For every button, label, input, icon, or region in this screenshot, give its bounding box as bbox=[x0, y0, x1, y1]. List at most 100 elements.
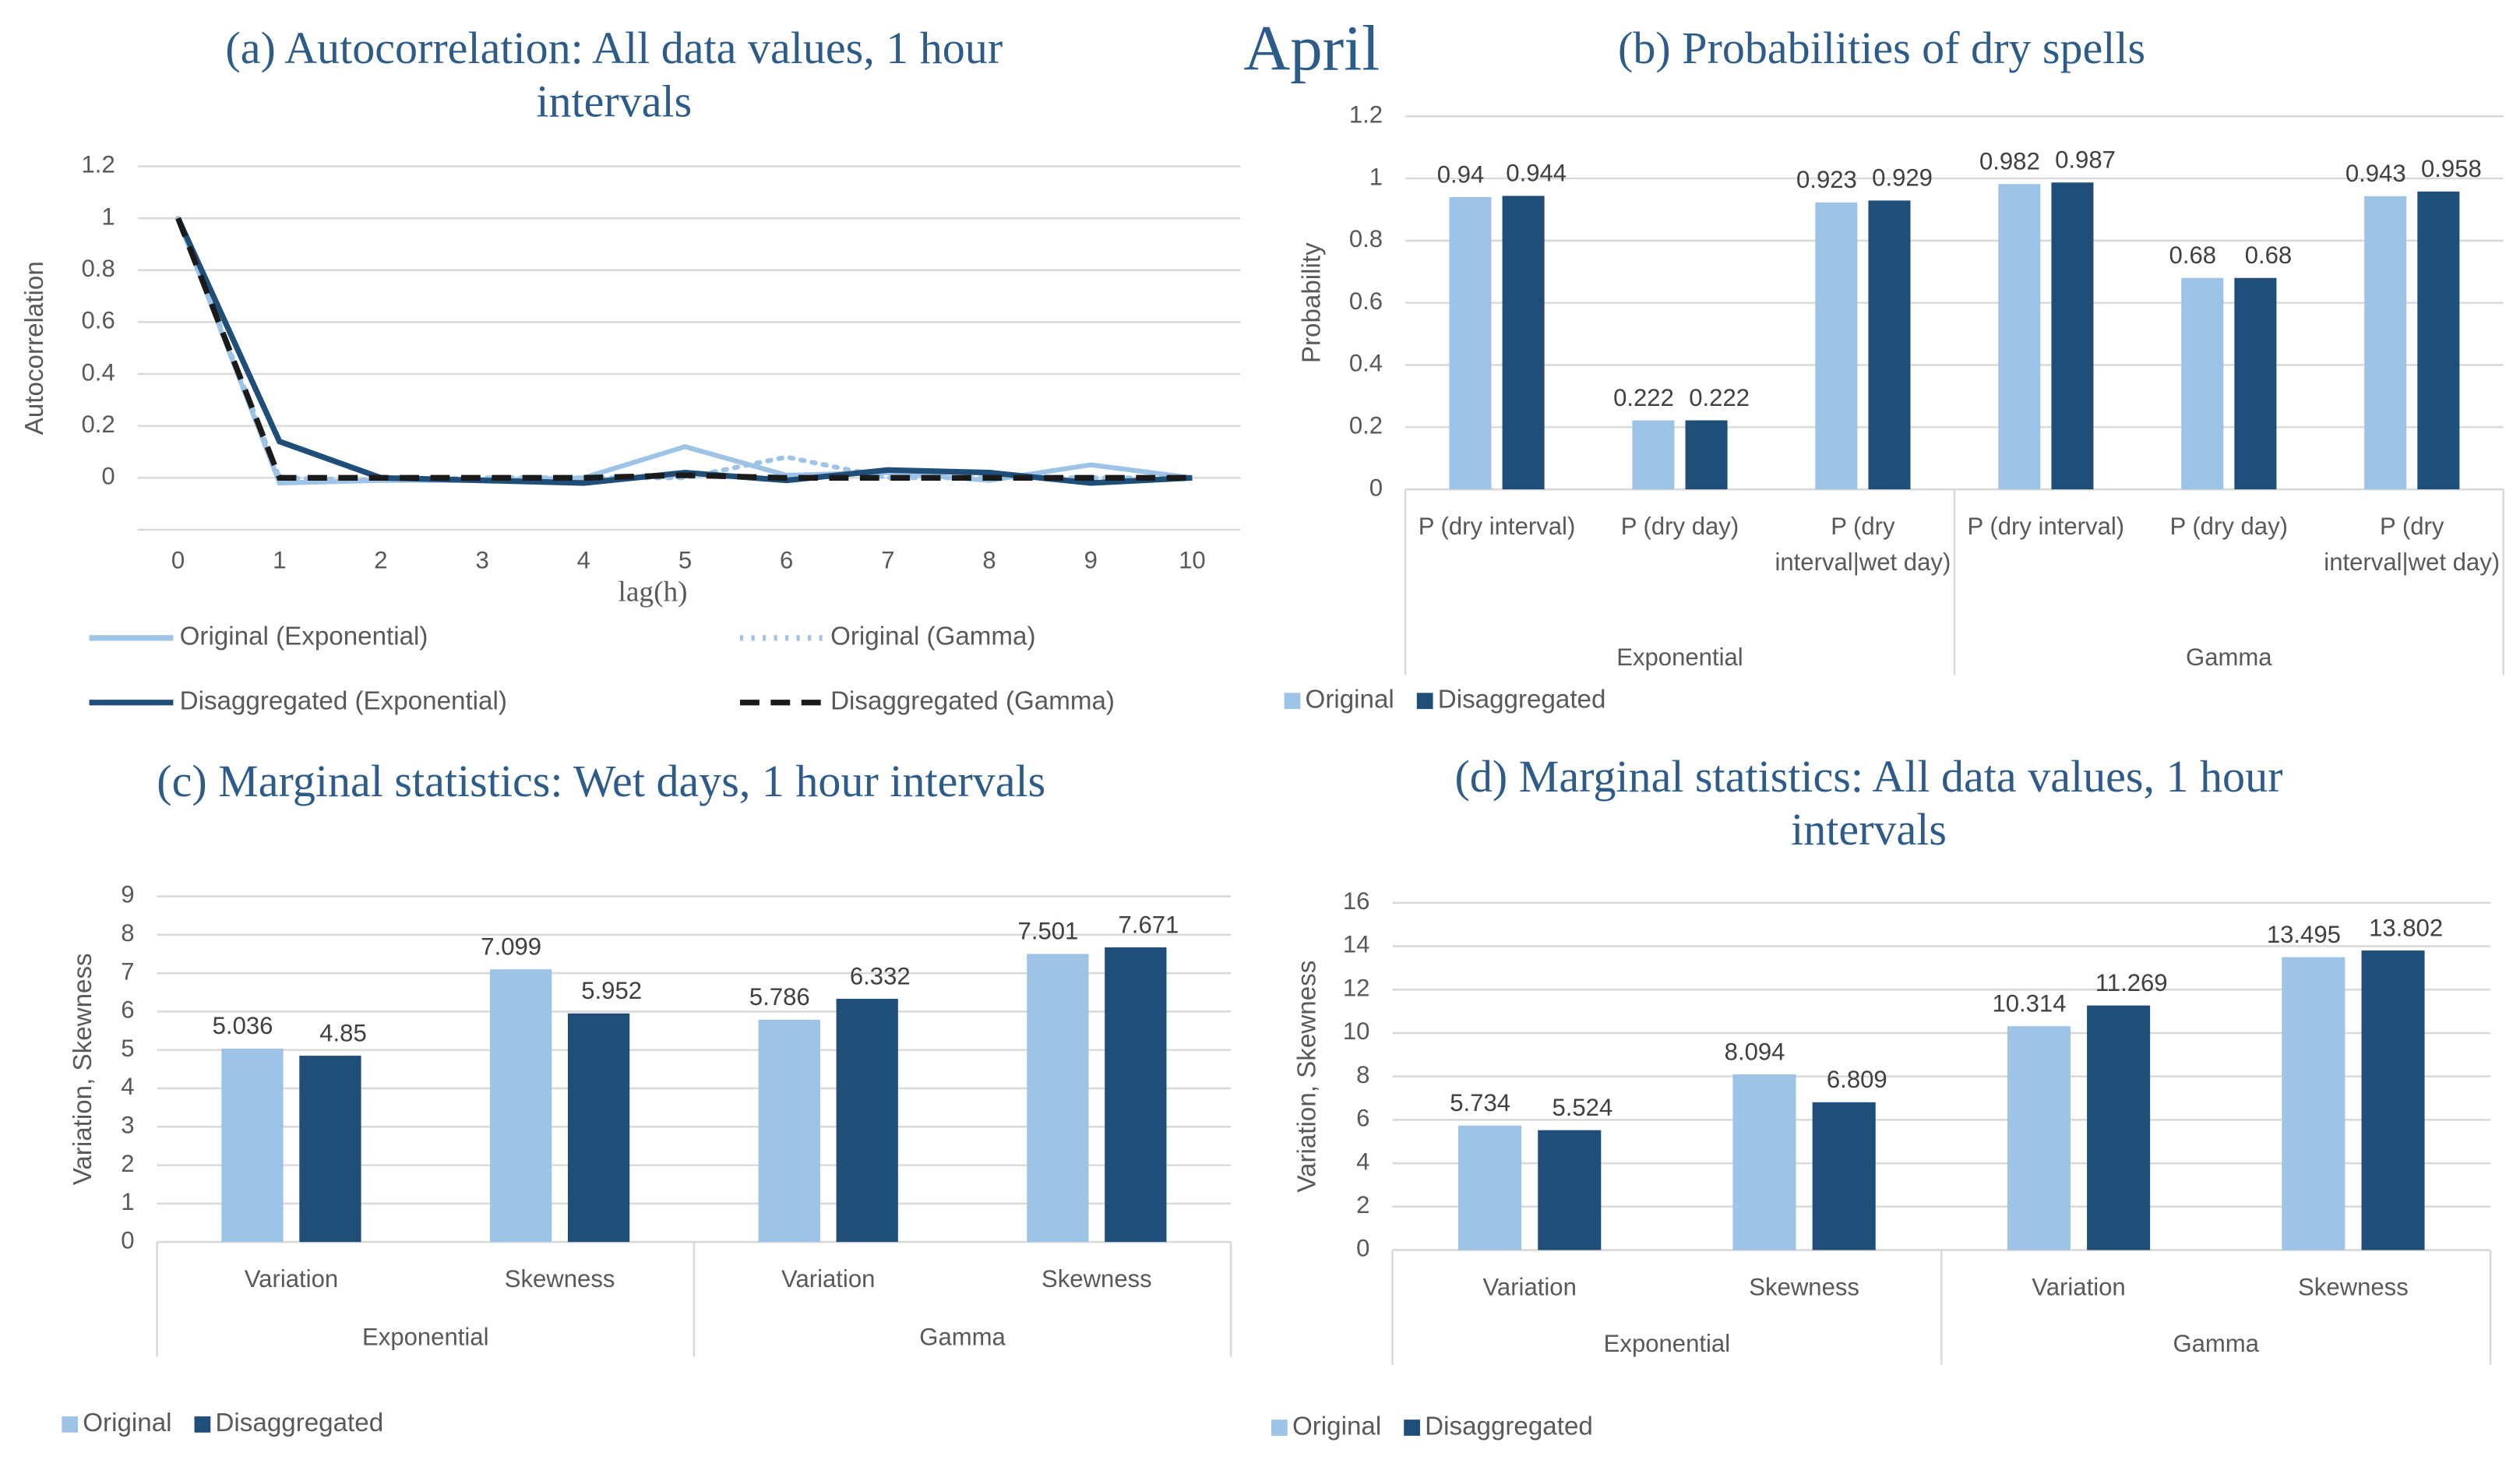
x-tick-label-box: Variation bbox=[781, 1266, 875, 1293]
x-tick-label-box: Skewness bbox=[1041, 1266, 1152, 1294]
x-tick-label-box: Skewness bbox=[504, 1266, 615, 1294]
x-tick-label: Skewness bbox=[1041, 1266, 1152, 1294]
legend-swatch bbox=[194, 1416, 211, 1433]
x-tick-label-box: Skewness bbox=[1749, 1274, 1859, 1302]
data-label: 6.809 bbox=[1827, 1066, 1887, 1093]
bar bbox=[1027, 954, 1089, 1243]
bar bbox=[1868, 200, 1911, 490]
line-series bbox=[175, 217, 1193, 481]
y-tick-label: 10 bbox=[1343, 1017, 1370, 1045]
legend-label: Disaggregated (Exponential) bbox=[180, 687, 507, 716]
legend-label: Original bbox=[1292, 1412, 1381, 1441]
x-tick-label: P (dry interval|wet day) bbox=[1775, 513, 1951, 577]
y-tick-label: 0.6 bbox=[82, 307, 115, 334]
y-tick-label: 1 bbox=[101, 203, 115, 230]
bar bbox=[2007, 1026, 2071, 1250]
bar bbox=[489, 969, 552, 1243]
group-label: Exponential bbox=[362, 1324, 488, 1351]
group-label: Exponential bbox=[1604, 1330, 1730, 1357]
data-label: 0.923 bbox=[1796, 166, 1857, 193]
data-label: 6.332 bbox=[850, 962, 911, 989]
bar bbox=[758, 1019, 820, 1243]
group-label: Gamma bbox=[919, 1324, 1006, 1351]
x-tick-label-box: Variation bbox=[244, 1266, 339, 1294]
x-tick-label: 7 bbox=[881, 547, 894, 574]
y-tick-label: 6 bbox=[121, 996, 134, 1024]
y-tick-label: 0 bbox=[101, 463, 115, 490]
y-tick-label: 0 bbox=[121, 1226, 134, 1254]
bar bbox=[2417, 191, 2460, 490]
chart-title-box: (d) Marginal statistics: All data values… bbox=[1454, 753, 2283, 856]
legend-swatch bbox=[1271, 1419, 1288, 1436]
data-label: 0.982 bbox=[1979, 148, 2040, 175]
y-tick-label: 0.6 bbox=[1349, 287, 1383, 315]
x-tick-label: P (dry interval|wet day) bbox=[2324, 513, 2501, 577]
y-tick-label: 12 bbox=[1343, 974, 1370, 1001]
y-axis-label: Variation, Skewness bbox=[69, 953, 97, 1185]
x-tick-label: P (dry interval) bbox=[1418, 513, 1576, 541]
bar bbox=[1632, 420, 1675, 490]
y-tick-label: 5 bbox=[121, 1035, 134, 1062]
y-axis-label: Variation, Skewness bbox=[1292, 961, 1321, 1193]
chart-title: (d) Marginal statistics: All data values… bbox=[1454, 753, 2283, 856]
legend-label: Original bbox=[1306, 685, 1394, 714]
y-tick-label: 1.2 bbox=[82, 151, 115, 178]
y-tick-label: 0.2 bbox=[1349, 412, 1383, 439]
x-tick-label: 2 bbox=[374, 547, 387, 574]
data-label: 0.68 bbox=[2169, 242, 2217, 269]
y-tick-label: 16 bbox=[1343, 887, 1370, 915]
data-label: 13.495 bbox=[2267, 921, 2341, 948]
legend-label: Original (Gamma) bbox=[830, 622, 1035, 651]
bar bbox=[2234, 277, 2277, 490]
chart-title-box: (c) Marginal statistics: Wet days, 1 hou… bbox=[157, 757, 1045, 807]
bar bbox=[1502, 196, 1545, 490]
data-label: 0.68 bbox=[2245, 242, 2293, 269]
y-tick-label: 3 bbox=[121, 1111, 134, 1138]
x-tick-label: Variation bbox=[244, 1266, 339, 1294]
data-label: 5.786 bbox=[749, 983, 810, 1010]
y-tick-label: 2 bbox=[121, 1150, 134, 1177]
legend-swatch bbox=[1416, 693, 1433, 710]
x-tick-label-box: Variation bbox=[1482, 1274, 1577, 1302]
chart-title-box: (a) Autocorrelation: All data values, 1 … bbox=[225, 24, 1003, 128]
y-tick-label: 0.8 bbox=[1349, 225, 1383, 252]
page-heading: April bbox=[1243, 12, 1380, 84]
x-tick-label: 0 bbox=[171, 547, 185, 574]
y-tick-label: 1 bbox=[121, 1188, 134, 1215]
y-tick-label: 2 bbox=[1356, 1191, 1369, 1218]
x-tick-label-box: P (dry day) bbox=[1620, 513, 1739, 541]
y-tick-label: 4 bbox=[121, 1073, 134, 1100]
y-tick-label: 8 bbox=[121, 919, 134, 947]
data-label: 0.987 bbox=[2055, 146, 2116, 174]
data-label: 8.094 bbox=[1725, 1038, 1785, 1065]
x-tick-label: Variation bbox=[1482, 1274, 1577, 1302]
data-label: 0.94 bbox=[1437, 160, 1485, 188]
data-label: 0.929 bbox=[1872, 164, 1933, 192]
y-tick-label: 7 bbox=[121, 957, 134, 985]
bar bbox=[299, 1056, 361, 1243]
y-tick-label: 1 bbox=[1369, 163, 1383, 190]
x-tick-label-box: P (dry interval|wet day) bbox=[1775, 513, 1951, 577]
y-tick-label: 0.2 bbox=[82, 411, 115, 438]
chart-title: (b) Probabilities of dry spells bbox=[1618, 24, 2146, 75]
x-tick-label: 4 bbox=[577, 547, 590, 574]
y-tick-label: 4 bbox=[1356, 1148, 1369, 1175]
chart-title-box: (b) Probabilities of dry spells bbox=[1618, 24, 2146, 75]
x-tick-label: Skewness bbox=[504, 1266, 615, 1294]
bar bbox=[2282, 957, 2346, 1250]
x-tick-label: Skewness bbox=[1749, 1274, 1859, 1302]
bar bbox=[2051, 182, 2094, 490]
data-label: 7.501 bbox=[1018, 918, 1079, 945]
legend-label: Original (Exponential) bbox=[180, 622, 428, 651]
x-tick-label: 6 bbox=[780, 547, 793, 574]
group-label: Exponential bbox=[1616, 644, 1743, 671]
bar bbox=[1685, 420, 1728, 490]
x-tick-label: Variation bbox=[2032, 1274, 2126, 1302]
x-tick-label: P (dry day) bbox=[1620, 513, 1739, 541]
x-tick-label: Skewness bbox=[2298, 1274, 2409, 1302]
bar bbox=[1812, 1102, 1876, 1250]
data-label: 13.802 bbox=[2369, 914, 2443, 941]
x-tick-label-box: P (dry day) bbox=[2170, 513, 2289, 541]
bar bbox=[836, 999, 898, 1243]
